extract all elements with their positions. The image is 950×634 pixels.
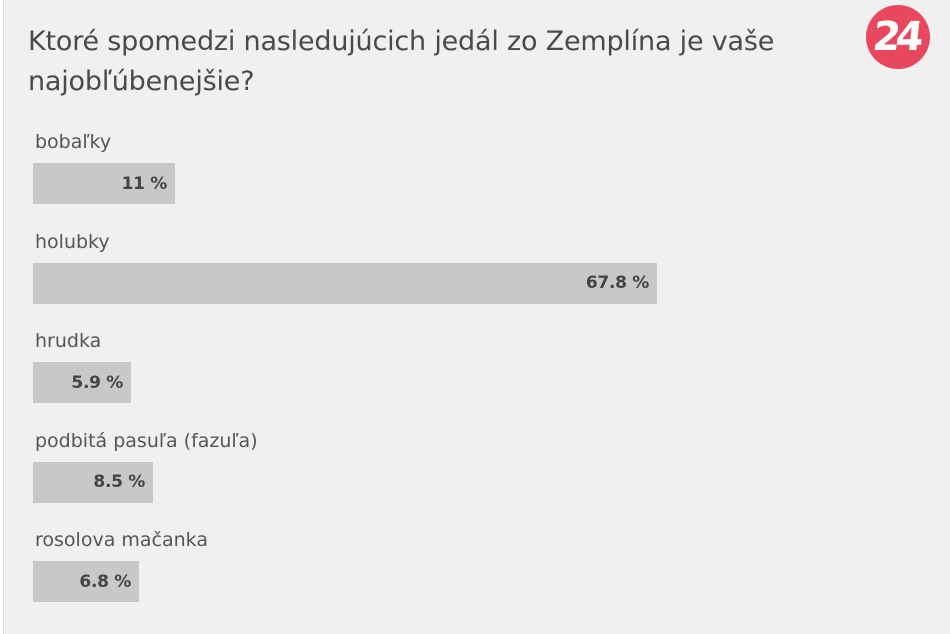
poll-option: podbitá pasuľa (fazuľa) 8.5 % xyxy=(33,426,657,526)
logo-24-icon: 24 xyxy=(866,5,930,69)
poll-option: hrudka 5.9 % xyxy=(33,326,657,426)
option-label: hrudka xyxy=(35,330,102,352)
poll-options: bobaľky 11 % holubky 67.8 % hrudka 5.9 %… xyxy=(33,127,657,625)
result-bar: 11 % xyxy=(33,163,175,204)
result-percent: 67.8 % xyxy=(585,273,649,293)
poll-option: bobaľky 11 % xyxy=(33,127,657,227)
result-bar: 6.8 % xyxy=(33,561,139,602)
result-bar: 8.5 % xyxy=(33,461,153,503)
result-percent: 6.8 % xyxy=(79,571,131,592)
result-percent: 5.9 % xyxy=(71,372,123,393)
option-label: bobaľky xyxy=(35,131,112,153)
poll-question: Ktoré spomedzi nasledujúcich jedál zo Ze… xyxy=(28,26,775,97)
poll-option: rosolova mačanka 6.8 % xyxy=(33,525,657,625)
result-bar: 5.9 % xyxy=(33,362,131,403)
result-bar: 67.8 % xyxy=(33,262,657,304)
option-label: podbitá pasuľa (fazuľa) xyxy=(35,429,258,452)
option-label: rosolova mačanka xyxy=(35,529,208,551)
result-percent: 8.5 % xyxy=(93,472,145,492)
result-percent: 11 % xyxy=(121,173,168,194)
poll-widget: Ktoré spomedzi nasledujúcich jedál zo Ze… xyxy=(3,0,950,634)
poll-option: holubky 67.8 % xyxy=(33,227,657,327)
option-label: holubky xyxy=(35,230,110,253)
logo-text: 24 xyxy=(870,14,922,60)
